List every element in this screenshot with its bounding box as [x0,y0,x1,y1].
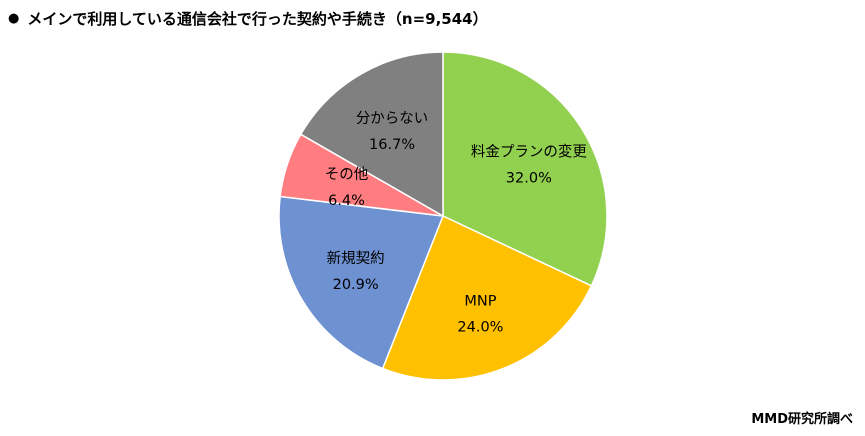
source-note: MMD研究所調べ [751,412,853,427]
pie-slice-2 [278,195,445,370]
slice-value-2: 20.9% [333,277,379,293]
slice-value-0: 32.0% [506,171,552,187]
slice-value-4: 16.7% [369,137,415,153]
slice-label-4: 分からない [356,110,429,127]
slice-value-3: 6.4% [328,193,365,209]
chart-title-text: メインで利用している通信会社で行った契約や手続き（n=9,544） [27,9,488,28]
slice-label-1: MNP [464,294,496,310]
slice-label-0: 料金プランの変更 [471,144,587,161]
pie-slice-0 [442,51,608,287]
slice-label-2: 新規契約 [327,250,385,267]
bullet-icon: ● [8,10,20,26]
chart-title: ● メインで利用している通信会社で行った契約や手続き（n=9,544） [8,6,488,30]
slice-value-1: 24.0% [457,320,503,336]
pie-slice-1 [381,214,593,381]
pie-labels: 料金プランの変更 32.0% MNP 24.0% 新規契約 20.9% その他 6.4% 分から… [325,110,588,336]
slice-label-3: その他 [325,166,369,183]
pie-slices [278,51,608,381]
pie-slice-4 [299,51,444,218]
